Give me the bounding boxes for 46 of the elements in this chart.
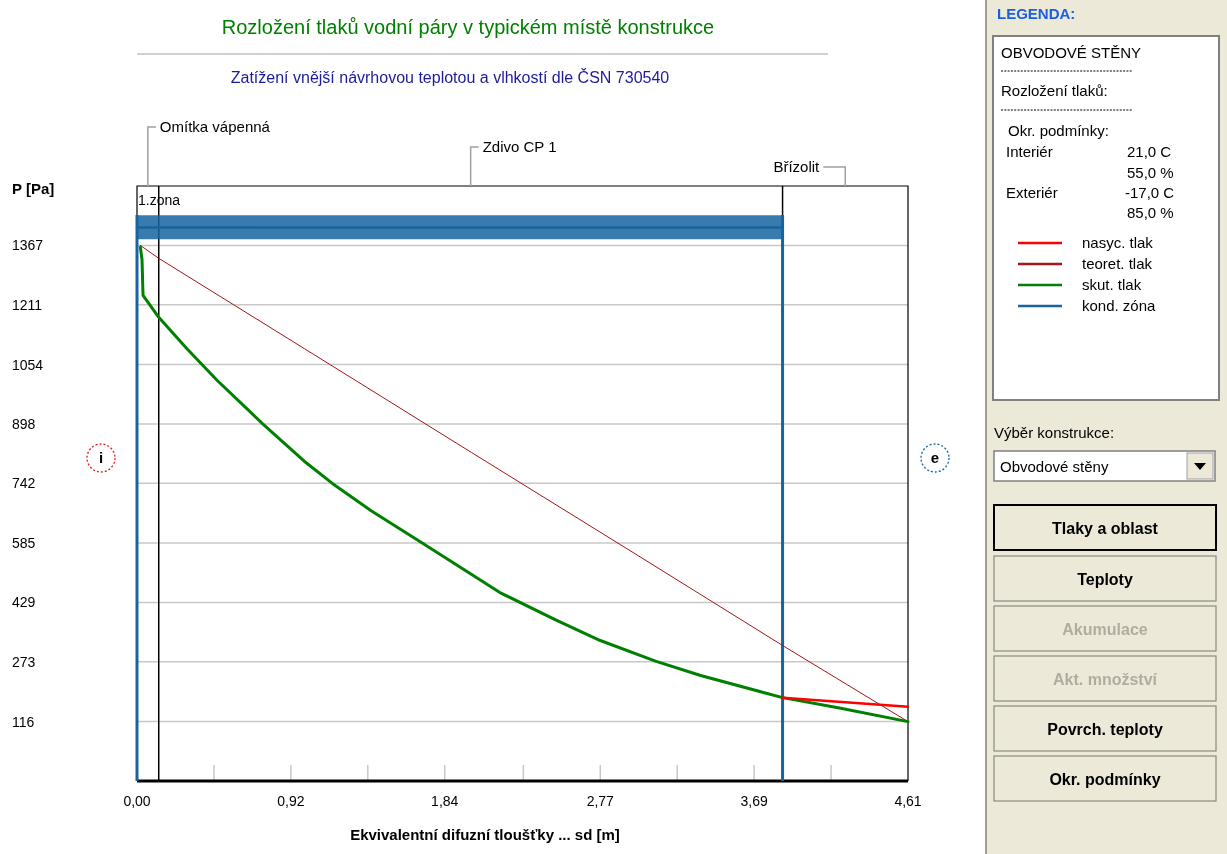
y-tick-label: 273 — [12, 653, 36, 670]
text: Zdivo CP 1 — [482, 138, 557, 155]
text: i — [98, 449, 104, 466]
text: Akumulace — [1062, 621, 1148, 638]
text: Tlaky a oblast — [1052, 520, 1159, 537]
legend-label: nasyc. tlak — [1082, 234, 1154, 251]
text: Výběr konstrukce: — [994, 424, 1115, 441]
text: Obvodové stěny — [1000, 458, 1109, 475]
x-tick-label: 0,00 — [123, 793, 151, 809]
legend-title: LEGENDA: — [997, 5, 1076, 22]
text: Rozložení tlaků: — [1001, 82, 1108, 99]
text: Exteriér — [1006, 184, 1058, 201]
chart-subtitle: Zatížení vnější návrhovou teplotou a vlhkostí dle ČSN 730540 — [230, 68, 670, 86]
y-tick-label: 1367 — [12, 237, 44, 254]
x-axis-title: Ekvivalentní difuzní tloušťky ... sd [m] — [350, 826, 620, 843]
y-tick-label: 116 — [12, 713, 35, 730]
text: Omítka vápenná — [159, 118, 271, 135]
x-tick-label: 1,84 — [431, 793, 459, 809]
legend-label: skut. tlak — [1082, 276, 1142, 293]
x-tick-label: 0,92 — [277, 793, 305, 809]
y-tick-label: 742 — [12, 475, 36, 492]
text: Okr. podmínky: — [1008, 122, 1109, 139]
text: Okr. podmínky — [1049, 771, 1161, 788]
y-tick-label: 1054 — [12, 356, 44, 373]
y-tick-label: 585 — [12, 535, 36, 552]
y-tick-label: 1211 — [12, 296, 43, 313]
text: Akt. množství — [1052, 671, 1158, 688]
text: 55,0 % — [1127, 164, 1174, 181]
y-tick-label: 898 — [12, 415, 36, 432]
text: 85,0 % — [1127, 204, 1174, 221]
x-tick-label: 2,77 — [586, 793, 615, 809]
text: Teploty — [1077, 571, 1133, 588]
text: Břízolit — [773, 158, 821, 175]
y-axis-title: P [Pa] — [12, 180, 55, 197]
legend-label: teoret. tlak — [1082, 255, 1153, 272]
x-tick-label: 3,69 — [740, 793, 768, 809]
text: e — [930, 449, 940, 466]
y-tick-label: 429 — [12, 594, 36, 611]
text: Interiér — [1006, 143, 1053, 160]
chart-title: Rozložení tlaků vodní páry v typickém místě konstrukce — [221, 16, 715, 38]
text: Povrch. teploty — [1047, 721, 1163, 738]
x-tick-label: 4,61 — [894, 793, 922, 809]
text: 21,0 C — [1127, 143, 1172, 160]
text: OBVODOVÉ STĚNY — [1001, 44, 1142, 61]
legend-label: kond. zóna — [1082, 297, 1157, 314]
text: -17,0 C — [1125, 184, 1175, 201]
